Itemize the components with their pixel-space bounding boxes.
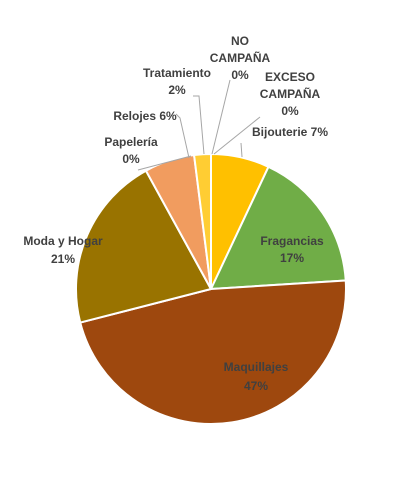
label-maquillajes-pct: 47%	[244, 379, 268, 393]
pie-slice-maquillajes	[79, 279, 347, 425]
label-moda-pct: 21%	[51, 252, 75, 266]
label-exceso-1: EXCESO	[265, 70, 315, 84]
pie-slice-fragancias	[210, 165, 347, 290]
label-tratamiento-pct: 2%	[168, 83, 186, 97]
label-bijouterie: Bijouterie 7%	[252, 125, 328, 139]
label-fragancias-name: Fragancias	[260, 234, 324, 248]
label-no-campana-2: CAMPAÑA	[210, 50, 271, 65]
pie-slice-moda-y-hogar	[75, 169, 212, 324]
label-moda-name: Moda y Hogar	[23, 234, 103, 248]
label-maquillajes-name: Maquillajes	[224, 360, 289, 374]
label-exceso-pct: 0%	[281, 104, 299, 118]
label-fragancias-pct: 17%	[280, 251, 304, 265]
leader-lines	[137, 79, 261, 171]
label-exceso-2: CAMPAÑA	[260, 86, 321, 101]
label-relojes: Relojes 6%	[113, 109, 177, 123]
label-no-campana-pct: 0%	[231, 68, 249, 82]
label-tratamiento-name: Tratamiento	[143, 66, 211, 80]
label-papeleria-pct: 0%	[122, 152, 140, 166]
leader-relojes	[175, 113, 190, 159]
data-labels: Bijouterie 7% Fragancias 17% Maquillajes…	[23, 34, 328, 393]
leader-papeleria	[137, 155, 192, 171]
pie-slices	[75, 153, 347, 425]
leader-bijouterie	[240, 142, 243, 158]
label-no-campana-1: NO	[231, 34, 249, 48]
leader-tratamiento	[193, 95, 205, 155]
leader-exceso	[213, 116, 261, 155]
label-papeleria-name: Papelería	[104, 135, 158, 149]
leader-no-campana	[211, 79, 231, 155]
